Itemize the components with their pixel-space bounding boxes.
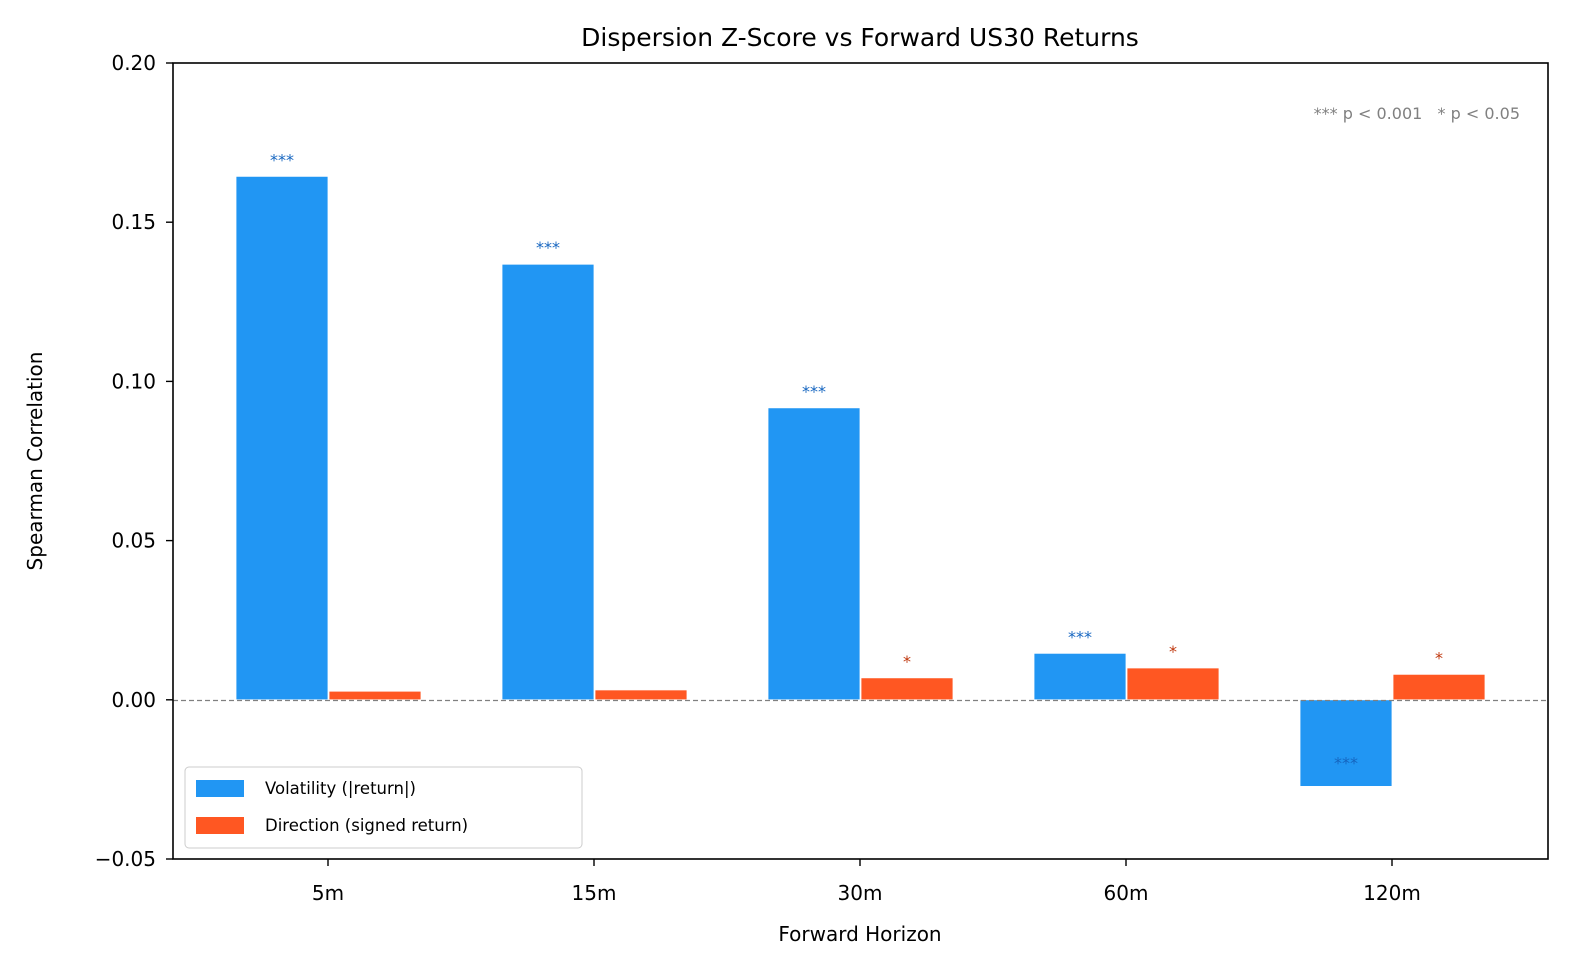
y-axis-ticks: −0.05 0.00 0.05 0.10 0.15 0.20 [95,51,173,871]
significance-marker: * [1435,648,1443,667]
bar-volatility-5m [235,175,329,701]
significance-marker: * [903,652,911,671]
bar-volatility-60m [1033,652,1127,701]
x-tick-label: 15m [572,881,617,905]
bar-volatility-30m [767,407,861,701]
y-axis-label: Spearman Correlation [23,352,47,571]
x-tick-label: 60m [1104,881,1149,905]
bar-volatility-15m [501,263,595,701]
y-tick-label: −0.05 [95,847,156,871]
x-axis-label: Forward Horizon [778,922,941,946]
x-axis-ticks: 5m 15m 30m 60m 120m [312,859,1421,905]
bar-volatility-120m [1299,699,1393,787]
significance-markers: ***************** * [270,150,1443,772]
y-tick-label: 0.20 [111,51,156,75]
legend-swatch-volatility [196,780,244,797]
bar-direction-15m [594,689,688,701]
y-tick-label: 0.10 [111,369,156,393]
bars-layer [235,175,1486,787]
y-tick-label: 0.00 [111,688,156,712]
significance-marker: *** [1334,753,1358,772]
significance-marker: *** [270,150,294,169]
chart-title: Dispersion Z-Score vs Forward US30 Retur… [581,23,1139,52]
significance-marker: *** [536,238,560,257]
legend-box [184,766,583,849]
legend-label-direction: Direction (signed return) [265,816,468,835]
x-tick-label: 120m [1363,881,1421,905]
y-tick-label: 0.05 [111,529,156,553]
significance-note: *** p < 0.001 * p < 0.05 [1314,104,1520,123]
significance-marker: *** [1068,627,1092,646]
bar-direction-120m [1392,673,1486,701]
x-tick-label: 5m [312,881,344,905]
bar-direction-60m [1126,667,1220,701]
x-tick-label: 30m [838,881,883,905]
legend-label-volatility: Volatility (|return|) [265,779,416,798]
bar-direction-5m [328,690,422,701]
significance-marker: * [1169,642,1177,661]
y-tick-label: 0.15 [111,210,156,234]
legend-swatch-direction [196,817,244,834]
bar-direction-30m [860,677,954,701]
legend: Volatility (|return|) Direction (signed … [184,766,583,849]
significance-marker: *** [802,382,826,401]
